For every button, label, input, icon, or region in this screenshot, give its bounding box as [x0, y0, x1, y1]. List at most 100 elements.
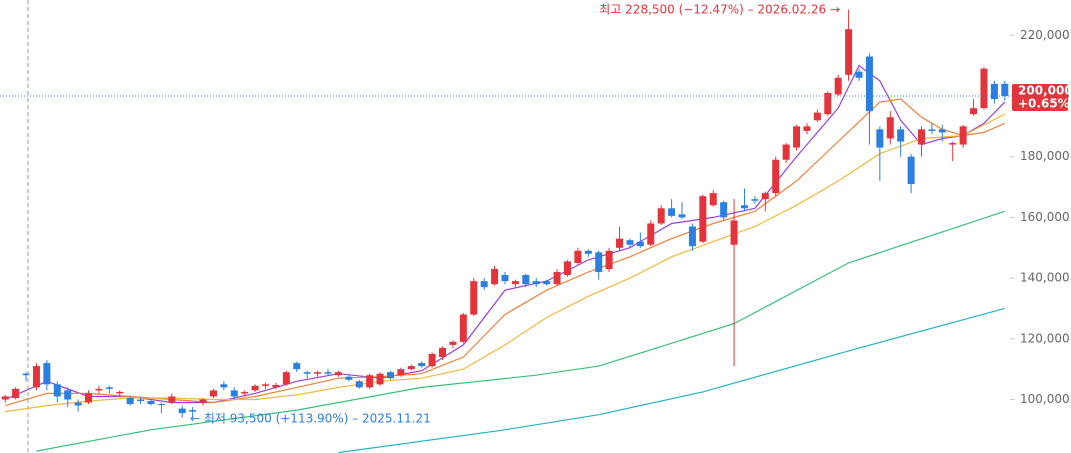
candle-body	[85, 393, 93, 403]
candle-body	[241, 391, 249, 394]
candle-body	[917, 129, 925, 145]
candle-body	[314, 372, 322, 374]
candle-body	[845, 29, 853, 75]
high-annotation: 최고 228,500 (−12.47%) – 2026.02.26 →	[599, 3, 840, 17]
candle-body	[366, 375, 374, 388]
candle-body	[678, 214, 686, 218]
candle-body	[439, 347, 447, 358]
candle-body	[386, 372, 394, 379]
candle-body	[959, 126, 967, 145]
candle-body	[595, 252, 603, 273]
candle-body	[449, 341, 457, 345]
candle-body	[199, 399, 207, 403]
candle-body	[43, 363, 51, 385]
candle-body	[532, 281, 540, 285]
candle-body	[355, 381, 363, 388]
candle-body	[397, 369, 405, 376]
candle-body	[782, 144, 790, 160]
candle-body	[699, 196, 707, 242]
candle-body	[980, 68, 988, 109]
candle-body	[813, 112, 821, 121]
moving-average-line	[338, 307, 1005, 453]
candle-body	[657, 208, 665, 224]
last-price-box	[1012, 83, 1068, 111]
candle-body	[501, 275, 509, 282]
candle-body	[1001, 83, 1009, 96]
moving-average-line	[4, 64, 1006, 404]
candle-body	[345, 376, 353, 380]
candle-body	[12, 388, 20, 398]
candle-body	[407, 366, 415, 370]
candle-body	[511, 281, 519, 285]
candle-body	[824, 92, 832, 115]
candle-body	[907, 156, 915, 185]
moving-average-line	[5, 98, 1006, 407]
candle-body	[470, 281, 478, 315]
candle-body	[740, 205, 748, 209]
y-tick-label: 140,000	[1020, 271, 1070, 285]
candle-body	[636, 241, 644, 247]
candle-body	[334, 372, 342, 376]
candle-body	[137, 399, 145, 402]
candle-body	[949, 143, 957, 145]
candle-body	[834, 77, 842, 95]
y-tick-label: 120,000	[1020, 331, 1070, 345]
candle-body	[95, 388, 103, 391]
candle-body	[126, 397, 134, 405]
y-tick-label: 180,000	[1020, 149, 1070, 163]
candle-body	[230, 390, 238, 397]
candle-body	[74, 402, 82, 406]
candle-body	[938, 129, 946, 133]
candle-body	[688, 226, 696, 247]
candle-body	[324, 372, 332, 374]
candle-body	[22, 373, 30, 376]
candle-body	[886, 117, 894, 139]
candle-body	[876, 129, 884, 148]
candle-body	[157, 404, 165, 406]
candle-body	[970, 108, 978, 115]
y-tick-label: 160,000	[1020, 210, 1070, 224]
candle-body	[793, 126, 801, 148]
candle-body	[272, 384, 280, 388]
candle-body	[251, 385, 259, 391]
candle-body	[751, 199, 759, 201]
low-annotation: ← 최저 93,500 (+113.90%) – 2025.11.21	[190, 412, 431, 426]
candle-body	[928, 129, 936, 131]
candle-body	[553, 272, 561, 285]
candle-body	[282, 372, 290, 385]
candle-body	[616, 238, 624, 248]
candle-body	[855, 71, 863, 78]
candle-body	[626, 240, 634, 245]
candle-body	[897, 129, 905, 142]
candle-body	[428, 353, 436, 367]
candle-body	[178, 408, 186, 414]
candle-body	[865, 56, 873, 112]
candle-body	[418, 363, 426, 367]
candle-body	[293, 363, 301, 370]
candle-body	[491, 268, 499, 285]
candle-body	[584, 250, 592, 254]
candle-body	[480, 281, 488, 288]
candle-body	[730, 220, 738, 245]
candle-body	[105, 387, 113, 389]
candle-body	[668, 208, 676, 216]
change-label: +0.65%	[1018, 96, 1070, 110]
candle-body	[761, 193, 769, 200]
candle-body	[563, 261, 571, 276]
candle-body	[574, 250, 582, 263]
candle-body	[459, 314, 467, 342]
candle-body	[376, 373, 384, 385]
candle-body	[147, 401, 155, 405]
candle-body	[303, 372, 311, 374]
candle-body	[709, 193, 717, 206]
candle-body	[116, 391, 124, 394]
moving-average-line	[36, 210, 1005, 452]
candle-body	[647, 223, 655, 245]
moving-average-line	[5, 113, 1006, 413]
candle-body	[189, 410, 197, 412]
y-tick-label: 100,000	[1020, 392, 1070, 406]
candle-body	[605, 250, 613, 269]
candle-body	[220, 384, 228, 388]
candle-body	[32, 366, 40, 388]
